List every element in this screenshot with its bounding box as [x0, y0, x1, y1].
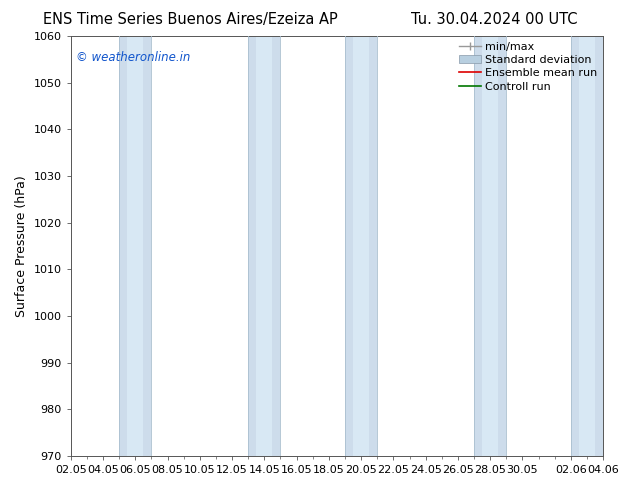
Bar	[256, 36, 273, 456]
Text: ENS Time Series Buenos Aires/Ezeiza AP: ENS Time Series Buenos Aires/Ezeiza AP	[43, 12, 337, 27]
Legend: min/max, Standard deviation, Ensemble mean run, Controll run: min/max, Standard deviation, Ensemble me…	[458, 42, 598, 92]
Bar	[353, 36, 369, 456]
Bar	[579, 36, 595, 456]
Bar	[482, 36, 498, 456]
Bar	[127, 36, 143, 456]
Bar	[474, 36, 507, 456]
Y-axis label: Surface Pressure (hPa): Surface Pressure (hPa)	[15, 175, 28, 317]
Bar	[119, 36, 152, 456]
Bar	[345, 36, 377, 456]
Text: Tu. 30.04.2024 00 UTC: Tu. 30.04.2024 00 UTC	[411, 12, 578, 27]
Bar	[571, 36, 603, 456]
Bar	[248, 36, 280, 456]
Text: © weatheronline.in: © weatheronline.in	[76, 51, 190, 64]
